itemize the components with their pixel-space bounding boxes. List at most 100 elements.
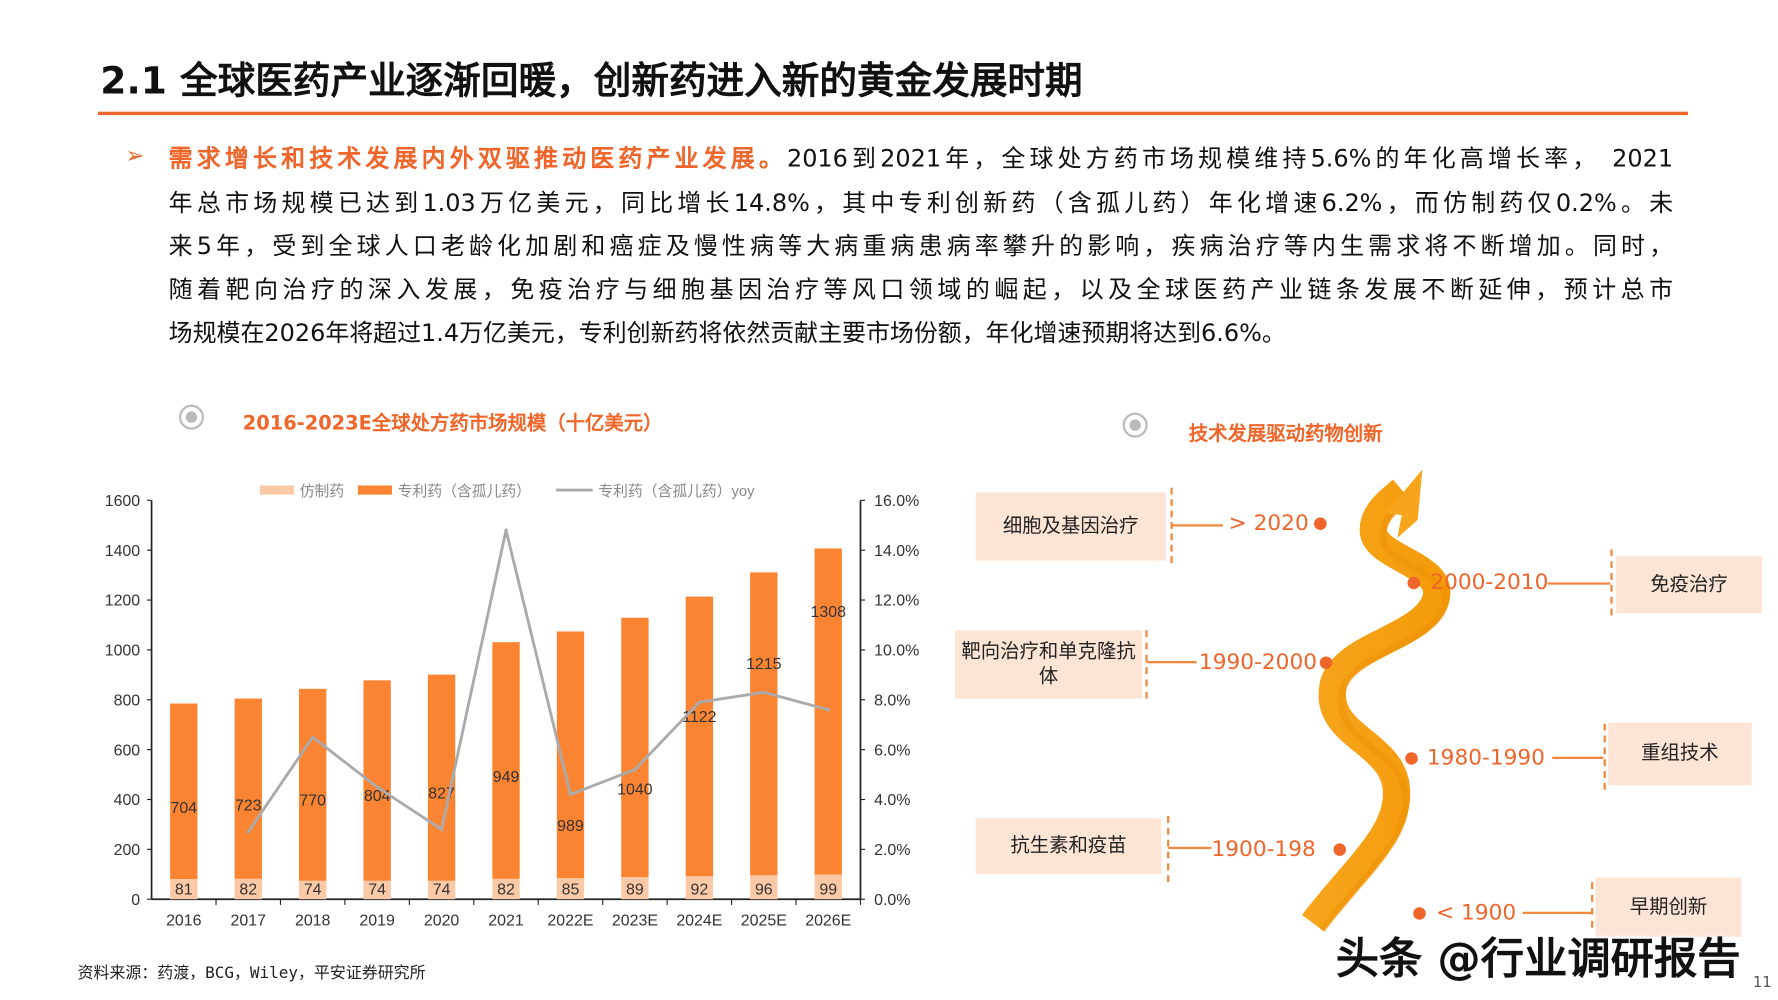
chart-title: 2016-2023E全球处方药市场规模（十亿美元） <box>242 412 663 436</box>
data-label-patented: 770 <box>299 792 326 809</box>
data-label-generic: 74 <box>368 882 386 899</box>
bar-generic <box>556 878 585 900</box>
growth-arrow-icon <box>1302 469 1451 933</box>
bar-patented <box>299 688 327 881</box>
bar-generic <box>621 877 649 900</box>
bar-generic <box>814 874 842 900</box>
yoy-point <box>439 827 444 832</box>
data-label-generic: 74 <box>304 882 322 899</box>
data-label-generic: 96 <box>755 882 773 899</box>
dashed-divider <box>1167 816 1170 883</box>
x-tick-label: 2017 <box>231 912 267 929</box>
dashed-divider <box>1591 882 1594 928</box>
y2-tick-label: 2.0% <box>874 842 910 859</box>
connector-line <box>1168 846 1212 850</box>
bar-patented <box>750 572 778 876</box>
x-tick-label: 2022E <box>547 912 593 929</box>
page-number: 11 <box>1752 974 1772 992</box>
era-label: > 2020 <box>1228 510 1309 536</box>
y2-tick-label: 6.0% <box>874 742 910 759</box>
y-tick-label: 200 <box>114 842 141 859</box>
yoy-point <box>375 785 379 789</box>
x-tick-label: 2016 <box>166 912 202 929</box>
bar-patented <box>814 548 842 875</box>
data-label-generic: 89 <box>626 882 644 899</box>
data-label-patented: 1040 <box>617 781 653 798</box>
radio-bullet-icon <box>1122 412 1148 438</box>
era-label: 2000-2010 <box>1430 569 1549 595</box>
timeline-dot <box>1405 752 1418 765</box>
data-label-patented: 949 <box>493 769 520 786</box>
paragraph-line-4: 随着靶向治疗的深入发展，免疫治疗与细胞基因治疗等风口领域的崛起，以及全球医药产业… <box>168 275 1674 304</box>
y2-tick-label: 16.0% <box>874 493 919 510</box>
connector-line <box>1146 661 1197 664</box>
dashed-divider <box>1603 723 1606 790</box>
yoy-point <box>697 700 702 704</box>
dashed-divider <box>1145 630 1148 699</box>
tech-box-immunotherapy: 免疫治疗 <box>1616 556 1762 614</box>
data-label-generic: 99 <box>819 882 837 899</box>
y2-tick-label: 10.0% <box>874 643 919 660</box>
y2-tick-label: 4.0% <box>874 792 910 809</box>
era-label: 1900-198( <box>1211 836 1317 862</box>
yoy-point <box>246 830 250 834</box>
bar-generic <box>234 878 262 900</box>
bar-generic <box>750 875 778 900</box>
data-label-patented: 704 <box>171 800 198 817</box>
y2-tick-label: 14.0% <box>874 543 919 560</box>
era-label: < 1900 <box>1436 900 1517 926</box>
data-label-generic: 81 <box>175 882 193 899</box>
yoy-point <box>633 767 637 772</box>
connector-line <box>1171 524 1223 527</box>
yoy-point <box>762 690 766 695</box>
x-tick-label: 2025E <box>741 912 787 929</box>
bar-generic <box>685 876 714 900</box>
x-tick-label: 2024E <box>676 912 722 929</box>
data-label-patented: 1308 <box>811 604 847 621</box>
bar-generic <box>170 879 198 900</box>
y-tick-label: 400 <box>114 792 141 809</box>
bar-patented <box>621 617 649 878</box>
data-label-generic: 74 <box>433 882 451 899</box>
bar-generic <box>299 880 327 900</box>
data-label-patented: 804 <box>364 788 391 805</box>
connector-line <box>1552 756 1604 760</box>
data-label-generic: 85 <box>562 882 580 899</box>
paragraph-line-3: 来5年，受到全球人口老龄化加剧和癌症及慢性病等大病重病患病率攀升的影响，疾病治疗… <box>168 232 1674 260</box>
y-tick-label: 1000 <box>105 643 141 660</box>
bar-patented <box>170 703 198 880</box>
bar-generic <box>363 880 391 900</box>
legend-label-generic: 仿制药 <box>300 483 344 500</box>
y2-tick-label: 0.0% <box>874 892 910 909</box>
legend-swatch-patented <box>357 485 393 495</box>
timeline-dot <box>1333 843 1346 856</box>
yoy-point <box>310 735 315 739</box>
bar-patented <box>685 596 714 877</box>
y-tick-label: 1200 <box>105 593 141 610</box>
tech-box-early-innovation: 早期创新 <box>1595 877 1742 937</box>
dashed-divider <box>1610 549 1613 616</box>
data-label-patented: 989 <box>557 818 584 835</box>
x-tick-label: 2020 <box>424 912 460 929</box>
paragraph-text: 2016到2021年，全球处方药市场规模维持5.6%的年化高增长率， 2021 <box>786 144 1674 173</box>
data-label-patented: 1122 <box>682 709 716 726</box>
data-label-generic: 82 <box>497 882 515 899</box>
timeline-dot <box>1319 656 1333 670</box>
timeline-dot <box>1314 517 1327 530</box>
tech-title: 技术发展驱动药物创新 <box>1188 422 1383 446</box>
timeline-dot <box>1413 907 1426 920</box>
yoy-point <box>568 792 573 797</box>
y-tick-label: 1600 <box>105 493 141 510</box>
legend-label-patented: 专利药（含孤儿药） <box>398 483 531 500</box>
bar-generic <box>492 878 520 900</box>
connector-line <box>1522 911 1592 915</box>
era-label: 1980-1990 <box>1426 745 1545 771</box>
x-tick-label: 2021 <box>488 912 524 929</box>
era-label: 1990-2000 <box>1198 649 1318 675</box>
x-tick-label: 2023E <box>612 912 658 929</box>
data-label-generic: 92 <box>690 882 708 899</box>
yoy-point <box>826 708 830 712</box>
bar-patented <box>234 698 262 879</box>
page-title: 2.1 全球医药产业逐渐回暖，创新药进入新的黄金发展时期 <box>100 58 1083 103</box>
paragraph-line-5: 场规模在2026年将超过1.4万亿美元，专利创新药将依然贡献主要市场份额，年化增… <box>168 319 1286 347</box>
